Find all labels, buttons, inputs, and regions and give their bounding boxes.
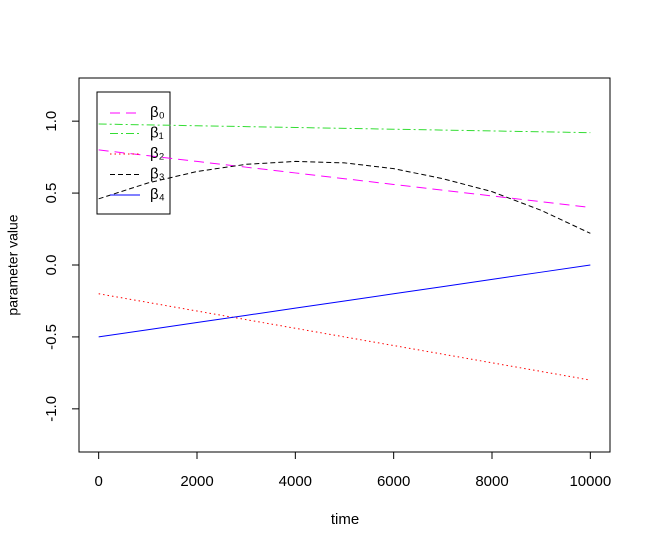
series-line [98,264,591,338]
legend-label: β₀ [150,104,165,121]
series-line [98,293,591,381]
y-tick-label: -1.0 [43,396,60,422]
x-tick-label: 6000 [377,473,410,490]
legend-label: β₁ [150,124,164,141]
y-axis-label: parameter value [5,214,21,315]
y-tick-label: 0.5 [43,183,60,204]
x-tick-label: 2000 [180,473,213,490]
legend-label: β₄ [150,186,165,203]
y-tick-label: 0.0 [43,255,60,276]
y-tick-label: -0.5 [43,324,60,350]
series-line [98,123,591,134]
series-line [98,160,591,234]
y-tick-label: 1.0 [43,111,60,132]
legend-label: β₂ [150,145,165,162]
series-line [98,149,591,208]
x-tick-label: 8000 [475,473,508,490]
legend-box [96,91,171,215]
x-tick-label: 0 [94,473,102,490]
x-tick-label: 10000 [569,473,611,490]
x-axis-label: time [331,511,359,528]
x-tick-label: 4000 [279,473,312,490]
legend-label: β₃ [150,165,165,182]
